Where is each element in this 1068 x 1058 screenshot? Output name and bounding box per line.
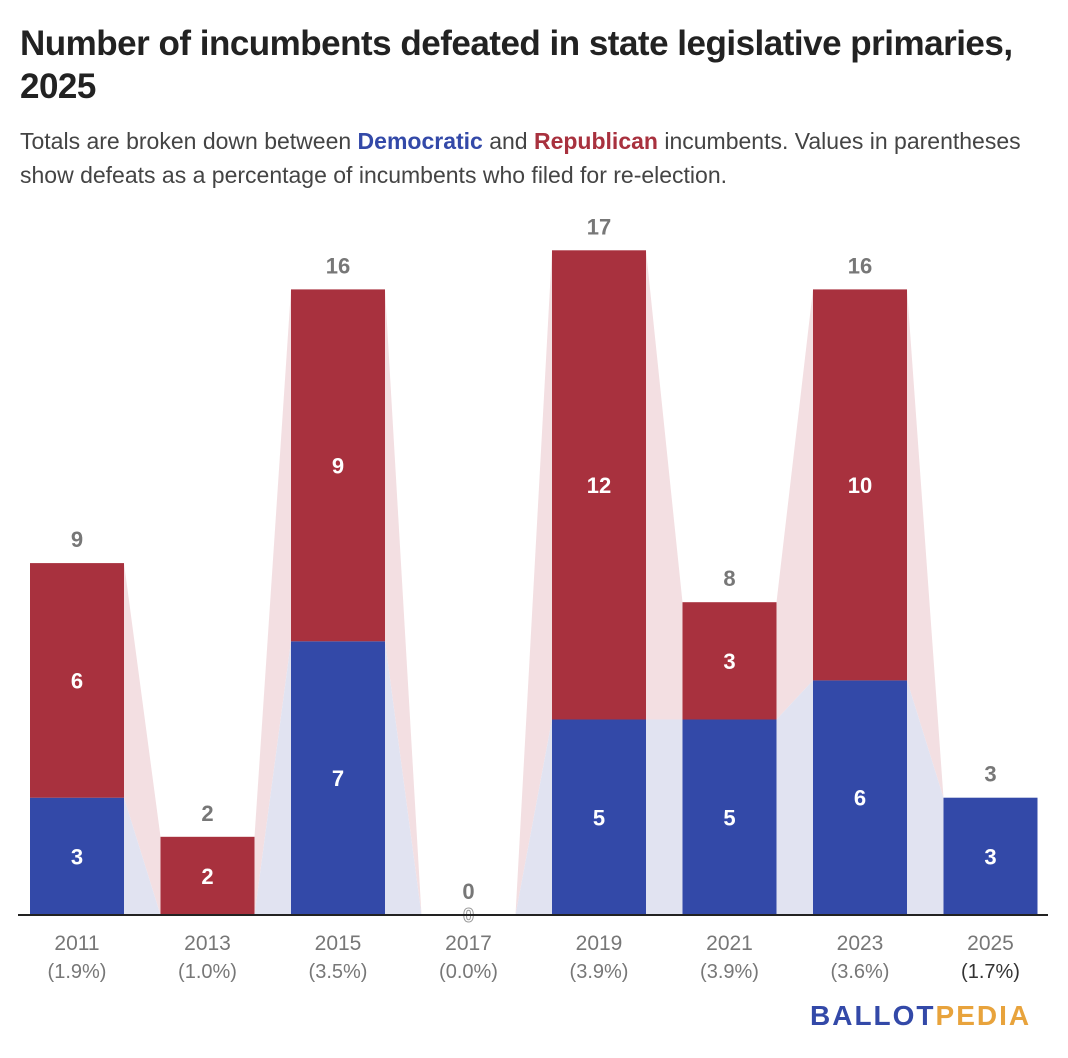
democratic-band-2023: [907, 680, 944, 915]
x-tick-label-2021: 2021: [706, 932, 753, 955]
x-percent-label-2021: (3.9%): [700, 961, 759, 983]
republican-value-label-2011: 6: [71, 668, 83, 693]
logo-part-1: BALLOT: [810, 1000, 936, 1031]
democratic-band-2011: [124, 797, 161, 915]
democratic-bar-2011: [30, 797, 124, 915]
x-percent-label-2015: (3.5%): [309, 961, 368, 983]
democratic-bar-2025: [943, 797, 1038, 915]
x-percent-label-2023: (3.6%): [831, 961, 890, 983]
republican-bar-2013: [160, 836, 255, 915]
total-label-2025: 3: [984, 762, 996, 787]
stacked-bar-chart: 3 6 9 2011 (1.9%) 2 2 2013 (1.0%) 7 9 16 2015 (3.5%) 0…: [18, 214, 1048, 983]
democratic-band-2017: [515, 719, 552, 915]
ballotpedia-logo: BALLOTPEDIA: [810, 1000, 1031, 1032]
x-tick-label-2023: 2023: [837, 932, 884, 955]
total-label-2017: 0: [462, 879, 474, 904]
republican-bar-2011: [30, 563, 124, 798]
subtitle-text-1: Totals are broken down between: [20, 128, 358, 154]
x-tick-label-2013: 2013: [184, 932, 231, 955]
republican-band-2013: [254, 289, 291, 915]
x-percent-label-2017: (0.0%): [439, 961, 498, 983]
republican-bar-2015: [291, 289, 385, 642]
republican-value-label-2021: 3: [723, 649, 735, 674]
republican-bar-2019: [552, 250, 646, 720]
subtitle-text-3: incumbents. Values in parentheses show d…: [20, 128, 1021, 188]
democratic-band-2021: [776, 680, 813, 915]
democratic-band-2015: [385, 641, 422, 915]
x-tick-label-2025: 2025: [967, 932, 1014, 955]
democratic-band-2019: [646, 719, 683, 915]
republican-value-label-2013: 2: [201, 864, 213, 889]
x-percent-label-2013: (1.0%): [178, 961, 237, 983]
republican-value-label-2023: 10: [848, 473, 872, 498]
subtitle-republican: Republican: [533, 128, 658, 154]
democratic-bar-2023: [813, 680, 907, 915]
democratic-value-label-2023: 6: [854, 786, 866, 811]
democratic-band-2013: [254, 641, 291, 915]
subtitle-democratic: Democratic: [357, 128, 483, 154]
x-percent-label-2011: (1.9%): [48, 961, 107, 983]
total-label-2023: 16: [848, 253, 872, 278]
democratic-bar-2019: [552, 719, 646, 915]
democratic-bar-2015: [291, 641, 385, 915]
republican-band-2011: [124, 563, 161, 915]
x-tick-label-2017: 2017: [445, 932, 492, 955]
x-percent-label-2025: (1.7%): [961, 961, 1020, 983]
x-percent-label-2019: (3.9%): [570, 961, 629, 983]
subtitle-text-2: and: [482, 128, 534, 154]
total-label-2021: 8: [723, 566, 735, 591]
republican-value-label-2015: 9: [332, 453, 344, 478]
democratic-value-label-2021: 5: [723, 805, 735, 830]
democratic-value-label-2019: 5: [593, 805, 605, 830]
x-tick-label-2019: 2019: [576, 932, 623, 955]
total-label-2011: 9: [71, 527, 83, 552]
total-label-2013: 2: [201, 801, 213, 826]
x-tick-label-2015: 2015: [315, 932, 362, 955]
chart-title: Number of incumbents defeated in state l…: [20, 24, 1013, 106]
republican-bar-2021: [682, 602, 777, 720]
total-label-2019: 17: [587, 214, 611, 239]
republican-band-2023: [907, 289, 944, 798]
republican-bar-2023: [813, 289, 907, 681]
total-label-2015: 16: [326, 253, 350, 278]
republican-band-2021: [776, 289, 813, 720]
x-tick-label-2011: 2011: [54, 932, 99, 955]
democratic-value-label-2011: 3: [71, 844, 83, 869]
republican-value-label-2019: 12: [587, 473, 611, 498]
democratic-value-label-2025: 3: [984, 844, 996, 869]
chart-subtitle: Totals are broken down between Democrati…: [20, 124, 1055, 192]
republican-band-2015: [385, 289, 422, 915]
logo-part-2: PEDIA: [935, 1000, 1032, 1031]
republican-band-2019: [646, 250, 683, 720]
democratic-bar-2021: [682, 719, 777, 915]
republican-band-2017: [515, 250, 552, 916]
democratic-value-label-2015: 7: [332, 766, 344, 791]
